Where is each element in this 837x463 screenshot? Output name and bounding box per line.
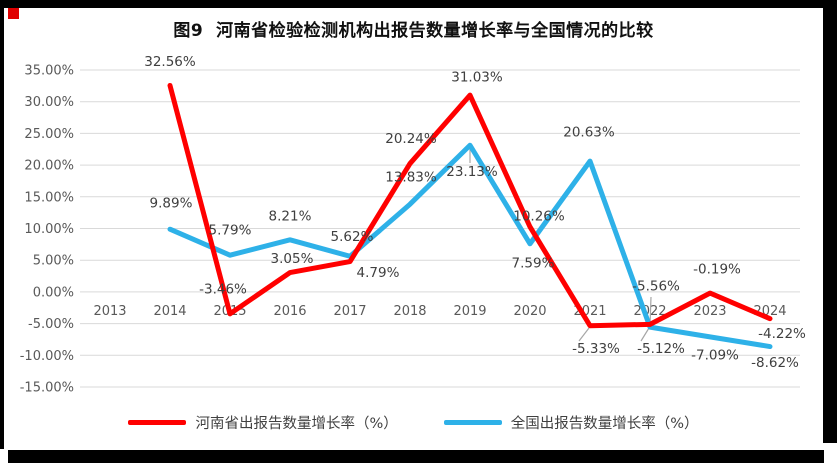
y-axis-tick-label: 10.00%: [24, 222, 74, 237]
x-axis-tick-label: 2019: [453, 304, 486, 319]
frame-border-right: [823, 0, 837, 443]
y-axis-tick-label: 20.00%: [24, 159, 74, 174]
data-label-series-0: 3.05%: [271, 251, 314, 267]
data-label-series-1: -7.09%: [691, 347, 739, 363]
x-axis-tick-label: 2018: [393, 304, 426, 319]
data-label-series-1: 7.59%: [512, 255, 555, 271]
data-label-series-0: 31.03%: [451, 70, 503, 86]
x-axis-tick-label: 2020: [513, 304, 546, 319]
y-axis-tick-label: 15.00%: [24, 190, 74, 205]
y-axis-tick-label: -15.00%: [20, 381, 74, 396]
national-series-label: 全国出报告数量增长率（%）: [510, 416, 699, 432]
data-label-series-0: -4.22%: [758, 326, 806, 342]
y-axis-tick-label: 30.00%: [24, 95, 74, 110]
y-axis-tick-label: -10.00%: [20, 349, 74, 364]
data-label-series-0: 20.24%: [385, 131, 437, 147]
frame-border-bottom: [8, 450, 824, 463]
y-axis-tick-label: 25.00%: [24, 127, 74, 142]
henan-series-label: 河南省出报告数量增长率（%）: [195, 416, 398, 432]
frame-border-left: [0, 0, 4, 449]
x-axis-tick-label: 2023: [693, 304, 726, 319]
x-axis-tick-label: 2016: [273, 304, 306, 319]
data-label-series-0: -0.19%: [693, 262, 741, 278]
series-line-1: [167, 142, 773, 350]
red-corner-mark: [8, 8, 19, 19]
data-label-series-1: 8.21%: [269, 208, 312, 224]
y-axis-tick-label: -5.00%: [28, 317, 74, 332]
y-axis-tick-label: 5.00%: [33, 254, 74, 269]
data-label-series-0: -3.46%: [199, 281, 247, 297]
x-axis-tick-label: 2013: [93, 304, 126, 319]
data-label-series-1: 9.89%: [150, 196, 193, 212]
data-label-series-0: -5.33%: [572, 341, 620, 357]
series-line-0: [167, 82, 773, 329]
data-label-leader-line: [640, 327, 650, 342]
data-label-series-0: -5.12%: [637, 341, 685, 357]
data-label-series-1: -8.62%: [751, 355, 799, 371]
y-axis-tick-label: 0.00%: [33, 285, 74, 300]
data-label-series-0: 4.79%: [357, 265, 400, 281]
chart-title: 图9 河南省检验检测机构出报告数量增长率与全国情况的比较: [173, 21, 654, 41]
data-label-leader-line: [578, 327, 590, 342]
data-label-series-1: -5.56%: [632, 279, 680, 295]
frame-border-top: [0, 0, 837, 8]
legend-item-national: 全国出报告数量增长率（%）: [443, 412, 699, 433]
data-label-series-1: 13.83%: [385, 170, 437, 186]
national-series-swatch: [443, 420, 502, 425]
x-axis-tick-label: 2014: [153, 304, 186, 319]
henan-series-swatch: [128, 420, 187, 425]
data-label-series-1: 20.63%: [563, 125, 615, 141]
y-axis-tick-label: 35.00%: [24, 64, 74, 79]
data-label-series-0: 32.56%: [144, 54, 196, 70]
data-label-series-1: 23.13%: [446, 164, 498, 180]
data-label-series-0: 10.26%: [513, 208, 565, 224]
legend-item-henan: 河南省出报告数量增长率（%）: [128, 412, 398, 433]
x-axis-tick-label: 2017: [333, 304, 366, 319]
data-label-series-1: 5.62%: [331, 229, 374, 245]
data-label-series-1: 5.79%: [209, 223, 252, 239]
chart-legend: 河南省出报告数量增长率（%） 全国出报告数量增长率（%）: [4, 412, 823, 433]
